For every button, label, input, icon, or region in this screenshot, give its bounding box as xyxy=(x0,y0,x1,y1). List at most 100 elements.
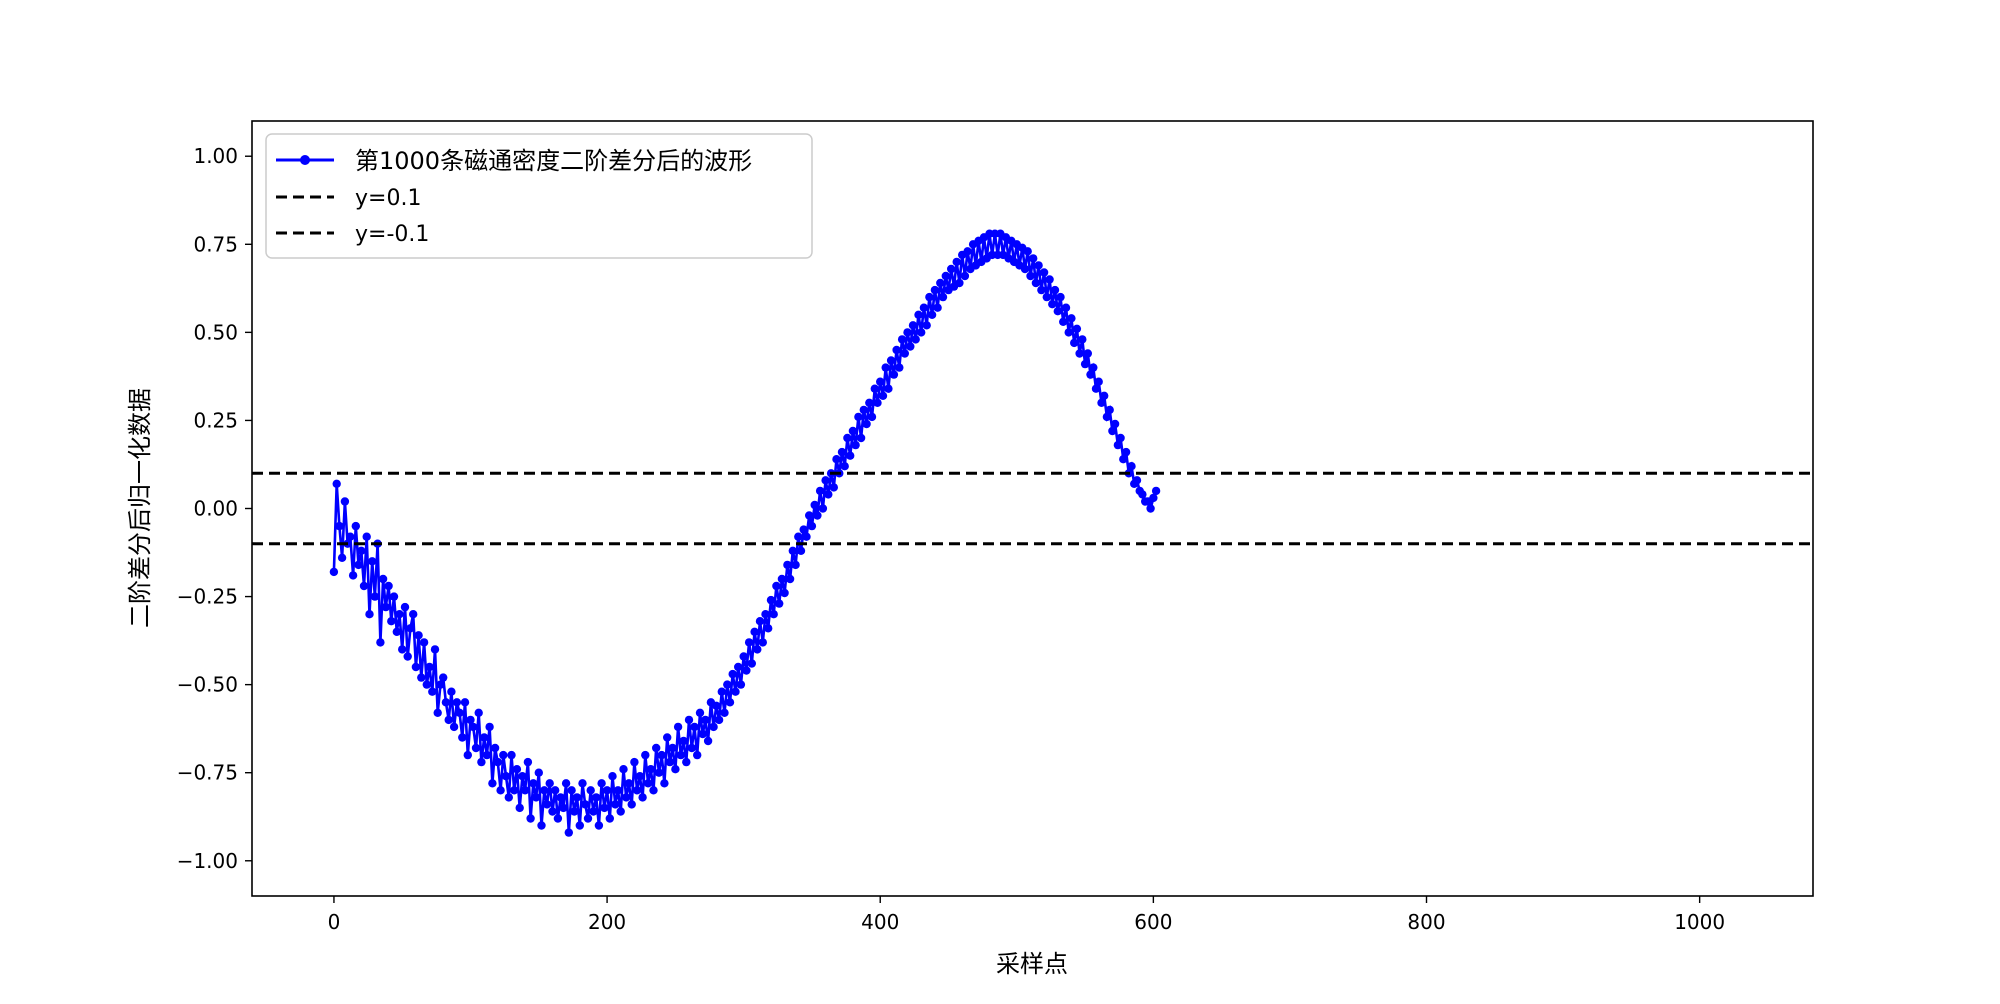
data-point xyxy=(840,462,849,471)
legend-label-lower: y=-0.1 xyxy=(355,222,429,247)
data-point xyxy=(750,627,759,636)
data-point xyxy=(1037,285,1046,295)
data-point xyxy=(1056,292,1065,302)
y-tick-label: 1.00 xyxy=(193,144,238,168)
data-point xyxy=(411,662,421,672)
data-point xyxy=(452,698,462,707)
data-point xyxy=(586,786,595,795)
data-point xyxy=(480,733,489,742)
data-point xyxy=(731,687,740,696)
data-point xyxy=(362,532,371,541)
data-point xyxy=(340,497,350,506)
data-point xyxy=(553,814,563,823)
x-tick-label: 200 xyxy=(588,910,626,934)
data-point xyxy=(1149,493,1158,503)
data-point xyxy=(1039,268,1049,277)
data-point xyxy=(1113,440,1123,450)
data-point xyxy=(501,772,511,781)
data-point xyxy=(736,680,746,689)
data-point xyxy=(387,617,396,626)
data-point xyxy=(409,610,418,619)
data-point xyxy=(346,532,355,541)
data-point xyxy=(581,800,590,809)
data-point xyxy=(1089,363,1098,372)
data-point xyxy=(436,680,445,689)
data-point xyxy=(477,757,486,767)
data-point xyxy=(652,743,661,753)
data-point xyxy=(802,532,811,541)
data-point xyxy=(1064,328,1073,337)
data-point xyxy=(1121,447,1131,457)
data-point xyxy=(824,490,833,499)
data-point xyxy=(335,521,344,531)
data-point xyxy=(889,370,899,379)
data-point xyxy=(829,483,838,492)
series-line xyxy=(332,233,1158,833)
data-point xyxy=(523,757,533,767)
data-point xyxy=(755,617,765,626)
data-point xyxy=(384,581,393,591)
data-point xyxy=(578,779,587,788)
data-point xyxy=(561,779,571,788)
data-point xyxy=(572,793,582,802)
data-point xyxy=(878,391,888,400)
data-point xyxy=(717,687,726,696)
data-point xyxy=(545,779,554,788)
data-point xyxy=(775,599,784,608)
data-point xyxy=(444,715,453,725)
data-point xyxy=(337,553,347,562)
y-tick-label: 0.00 xyxy=(193,497,238,521)
data-point xyxy=(613,786,623,795)
data-point xyxy=(512,765,522,774)
data-point xyxy=(471,743,481,753)
data-point xyxy=(854,412,863,422)
data-point xyxy=(499,750,508,760)
data-point xyxy=(1029,254,1038,263)
data-point xyxy=(1146,504,1155,513)
data-point xyxy=(684,715,694,725)
data-point xyxy=(447,687,456,696)
data-point xyxy=(1070,338,1079,348)
data-point xyxy=(679,736,688,746)
data-point xyxy=(551,786,560,795)
data-point xyxy=(720,708,729,717)
data-point xyxy=(917,328,926,337)
data-point xyxy=(728,669,737,679)
data-point xyxy=(785,574,795,584)
data-point xyxy=(1053,307,1063,316)
data-point xyxy=(515,803,524,813)
data-point xyxy=(398,645,407,654)
data-point xyxy=(1031,278,1041,288)
data-point xyxy=(955,278,964,288)
data-point xyxy=(466,715,475,725)
data-point xyxy=(701,715,710,725)
data-point xyxy=(900,349,909,358)
data-point xyxy=(859,405,868,415)
data-point xyxy=(376,638,385,647)
data-point xyxy=(567,786,576,795)
y-tick-label: −0.50 xyxy=(177,673,238,697)
data-point xyxy=(526,814,535,823)
data-point xyxy=(378,574,388,584)
data-point xyxy=(570,807,579,816)
data-point xyxy=(1023,247,1032,256)
data-point xyxy=(908,321,918,330)
data-point xyxy=(370,592,380,601)
data-point xyxy=(947,264,956,274)
data-point xyxy=(540,786,549,795)
data-point xyxy=(660,779,669,788)
data-point xyxy=(395,610,404,619)
data-point xyxy=(389,592,399,601)
data-point xyxy=(818,504,828,513)
legend-frame xyxy=(265,133,813,259)
y-tick-label: 0.25 xyxy=(193,408,238,432)
data-point xyxy=(488,779,497,788)
data-point xyxy=(1110,419,1120,429)
data-point xyxy=(695,708,705,717)
data-point xyxy=(1042,292,1052,302)
data-point xyxy=(630,757,639,767)
data-point xyxy=(914,310,923,319)
data-point xyxy=(938,292,948,302)
data-point xyxy=(365,610,374,619)
data-point xyxy=(649,786,658,795)
